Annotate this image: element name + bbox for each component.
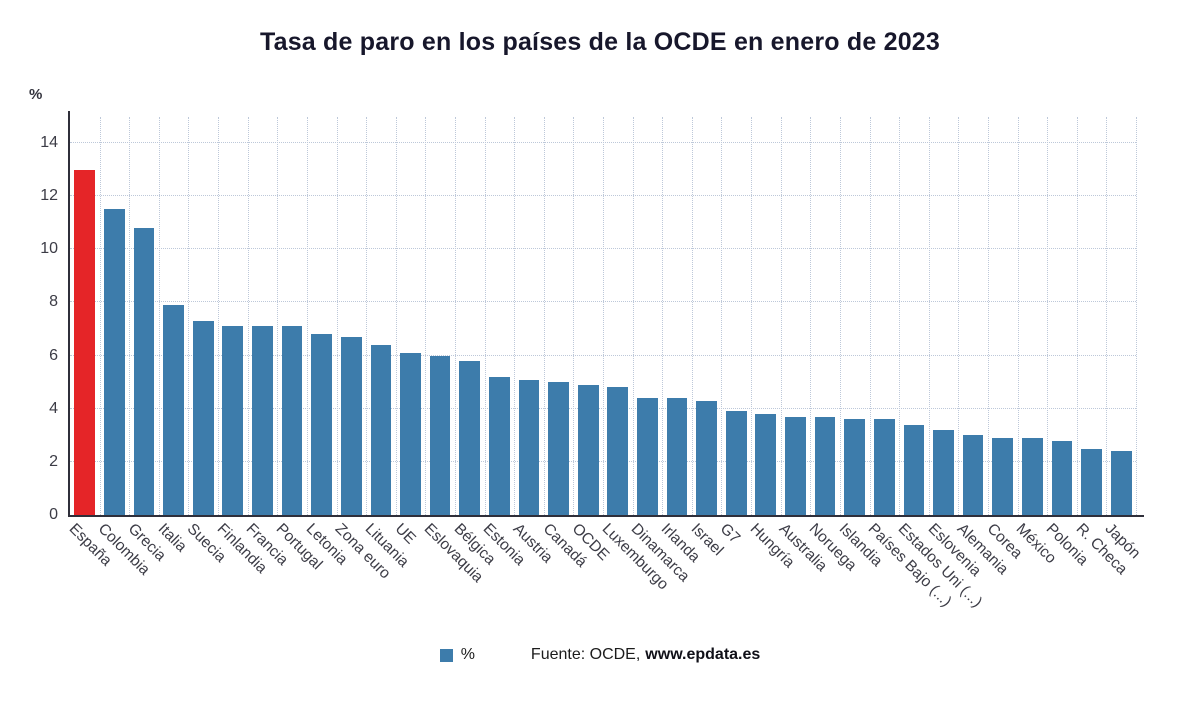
v-gridline xyxy=(188,117,190,515)
bar xyxy=(192,321,214,515)
v-gridline xyxy=(691,117,693,515)
source-prefix: Fuente: OCDE, xyxy=(530,646,641,663)
bar xyxy=(429,355,451,515)
bar xyxy=(785,416,806,515)
bar xyxy=(222,326,244,515)
v-gridline xyxy=(839,117,841,515)
v-gridline xyxy=(1106,117,1108,515)
v-gridline xyxy=(1047,117,1049,515)
bar xyxy=(903,424,925,515)
bar xyxy=(1021,437,1043,515)
bar xyxy=(814,416,836,515)
bar xyxy=(104,209,125,515)
v-gridline xyxy=(99,117,101,515)
bar xyxy=(400,352,421,515)
v-gridline xyxy=(158,117,160,515)
bar xyxy=(281,326,303,515)
y-axis-line xyxy=(68,111,70,515)
v-gridline xyxy=(247,117,249,515)
chart-title: Tasa de paro en los países de la OCDE en… xyxy=(259,28,941,56)
bar xyxy=(163,305,184,515)
y-tick-label: 6 xyxy=(49,346,58,364)
bar xyxy=(518,379,540,515)
bar xyxy=(873,419,895,515)
v-gridline xyxy=(454,117,456,515)
v-gridline xyxy=(987,117,989,515)
v-gridline xyxy=(484,117,486,515)
x-axis-line xyxy=(68,515,1144,517)
v-gridline xyxy=(632,117,634,515)
bar xyxy=(755,414,777,515)
bar xyxy=(459,360,481,515)
plot-area: 0 2 4 6 8 10 12 14 España Colombia Grecia Italia Sue… xyxy=(40,111,1144,611)
legend-label: % xyxy=(460,646,475,663)
source-site: www.epdata.es xyxy=(645,646,761,663)
v-gridline xyxy=(721,117,723,515)
v-gridline xyxy=(395,117,397,515)
bar xyxy=(844,419,866,515)
bar xyxy=(1081,448,1102,515)
v-gridline xyxy=(958,117,960,515)
bar xyxy=(1051,440,1073,515)
v-gridline xyxy=(662,117,664,515)
v-gridline xyxy=(899,117,901,515)
y-axis-title: % xyxy=(29,86,43,103)
bar xyxy=(607,387,629,515)
legend: % Fuente: OCDE, www.epdata.es xyxy=(0,646,1200,664)
source-text: Fuente: OCDE, www.epdata.es xyxy=(531,646,760,664)
bar xyxy=(637,398,658,515)
v-gridline xyxy=(810,117,812,515)
bar xyxy=(340,336,362,515)
v-gridline xyxy=(129,117,131,515)
bar xyxy=(370,344,392,515)
bar xyxy=(962,435,984,515)
bar xyxy=(74,169,96,515)
y-tick-label: 8 xyxy=(49,293,58,311)
bar xyxy=(548,382,569,515)
v-gridline xyxy=(306,117,308,515)
bar xyxy=(696,400,717,515)
v-gridline xyxy=(514,117,516,515)
v-gridline xyxy=(928,117,930,515)
v-gridline xyxy=(425,117,427,515)
v-gridline xyxy=(1017,117,1019,515)
v-gridline xyxy=(1076,117,1078,515)
v-gridline xyxy=(218,117,220,515)
y-tick-label: 12 xyxy=(40,187,58,205)
v-gridline xyxy=(751,117,753,515)
y-tick-label: 2 xyxy=(49,452,58,470)
bar xyxy=(488,376,510,515)
v-gridline xyxy=(366,117,368,515)
y-tick-label: 4 xyxy=(49,399,58,417)
bar xyxy=(666,398,688,515)
y-tick-label: 0 xyxy=(49,506,58,523)
v-gridline xyxy=(780,117,782,515)
v-gridline xyxy=(543,117,545,515)
v-gridline xyxy=(573,117,575,515)
bar xyxy=(933,429,954,515)
legend-swatch-icon xyxy=(439,648,453,662)
bar xyxy=(577,384,599,515)
bar xyxy=(992,437,1014,515)
v-gridline xyxy=(336,117,338,515)
bar xyxy=(252,326,273,515)
v-gridline xyxy=(277,117,279,515)
v-gridline xyxy=(869,117,871,515)
v-gridline xyxy=(603,117,604,515)
y-tick-label: 14 xyxy=(40,134,58,151)
y-tick-label: 10 xyxy=(40,240,58,258)
bar xyxy=(133,228,155,515)
bar xyxy=(1110,451,1132,515)
v-gridline xyxy=(1136,117,1137,515)
bar xyxy=(311,334,333,515)
bar xyxy=(725,411,747,515)
